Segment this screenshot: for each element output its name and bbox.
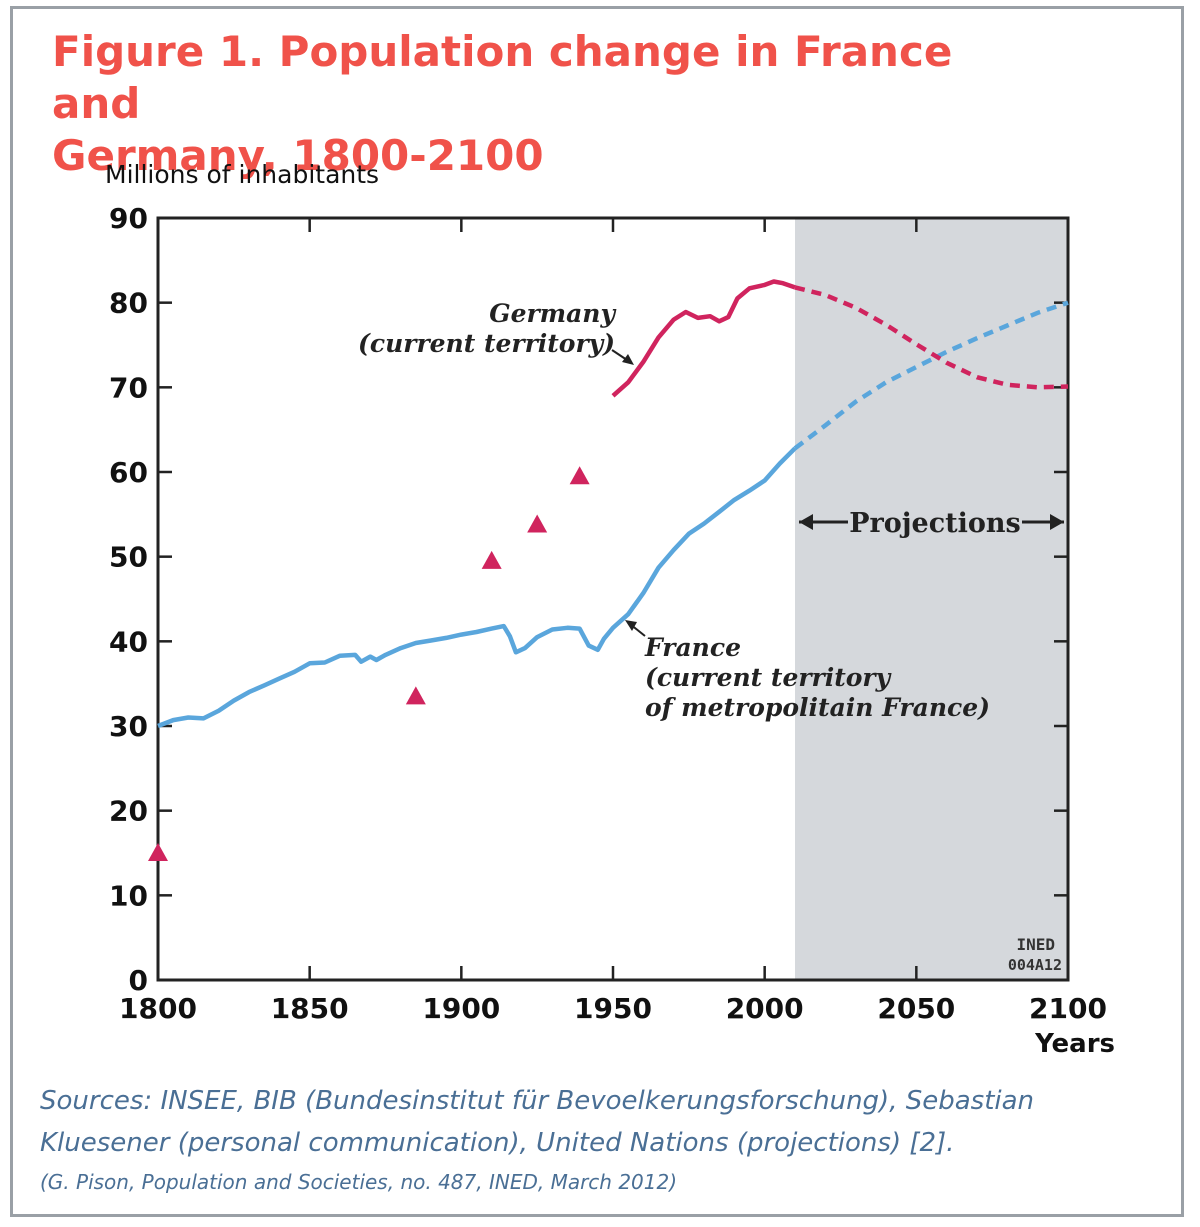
germany-estimate-point xyxy=(481,550,502,569)
germany-line xyxy=(611,279,796,398)
y-tick-label: 30 xyxy=(109,710,148,743)
plot-frame xyxy=(156,216,1070,982)
x-tick-label: 1900 xyxy=(422,992,500,1025)
x-tick-label: 1950 xyxy=(574,992,652,1025)
projection-region xyxy=(795,218,1068,980)
germany-estimate-point xyxy=(569,466,590,485)
projections-arrowhead-right xyxy=(1050,514,1064,530)
y-tick-label: 80 xyxy=(109,287,148,320)
france-projection-line xyxy=(793,300,1069,451)
france-label: France xyxy=(644,633,741,662)
y-tick-label: 60 xyxy=(109,456,148,489)
france-label-arrowhead xyxy=(625,620,637,631)
x-axis-label: Years xyxy=(1034,1029,1115,1059)
y-tick-label: 40 xyxy=(109,625,148,658)
germany-estimate-point xyxy=(527,514,548,533)
germany-label-arrowhead xyxy=(622,354,634,365)
x-tick-label: 1800 xyxy=(119,992,197,1025)
projections-arrowhead-left xyxy=(799,514,813,530)
germany-estimate-point xyxy=(148,843,168,861)
sources-line1: Sources: INSEE, BIB (Bundesinstitut für … xyxy=(40,1086,1035,1116)
sources-line2: Kluesener (personal communication), Unit… xyxy=(40,1128,955,1158)
germany-estimate-point xyxy=(405,686,426,705)
x-tick-label: 1850 xyxy=(271,992,349,1025)
x-tick-label: 2000 xyxy=(726,992,804,1025)
projections-label: Projections xyxy=(849,508,1021,539)
ined-watermark: INED xyxy=(1016,935,1055,954)
y-tick-label: 10 xyxy=(109,879,148,912)
figure-title: Figure 1. Population change in France an… xyxy=(52,26,1052,182)
y-tick-label: 70 xyxy=(109,371,148,404)
y-tick-label: 50 xyxy=(109,541,148,574)
y-tick-label: 90 xyxy=(109,202,148,235)
germany-label: Germany xyxy=(489,299,616,328)
figure-title-line2: Germany, 1800-2100 xyxy=(52,131,544,180)
figure-title-line1: Figure 1. Population change in France an… xyxy=(52,27,953,128)
x-tick-label: 2050 xyxy=(877,992,955,1025)
france-label-sub2: of metropolitain France) xyxy=(645,693,990,722)
y-tick-label: 20 xyxy=(109,795,148,828)
x-tick-label: 2100 xyxy=(1029,992,1107,1025)
france-line xyxy=(157,446,797,729)
y-axis-label: Millions of inhabitants xyxy=(105,160,380,189)
sources-note: Sources: INSEE, BIB (Bundesinstitut für … xyxy=(40,1080,1170,1164)
y-tick-label: 0 xyxy=(129,964,148,997)
ined-watermark-code: 004A12 xyxy=(1008,956,1062,974)
france-label-sub1: (current territory xyxy=(645,663,892,692)
citation: (G. Pison, Population and Societies, no.… xyxy=(40,1170,678,1194)
germany-label-sub: (current territory) xyxy=(358,329,615,358)
